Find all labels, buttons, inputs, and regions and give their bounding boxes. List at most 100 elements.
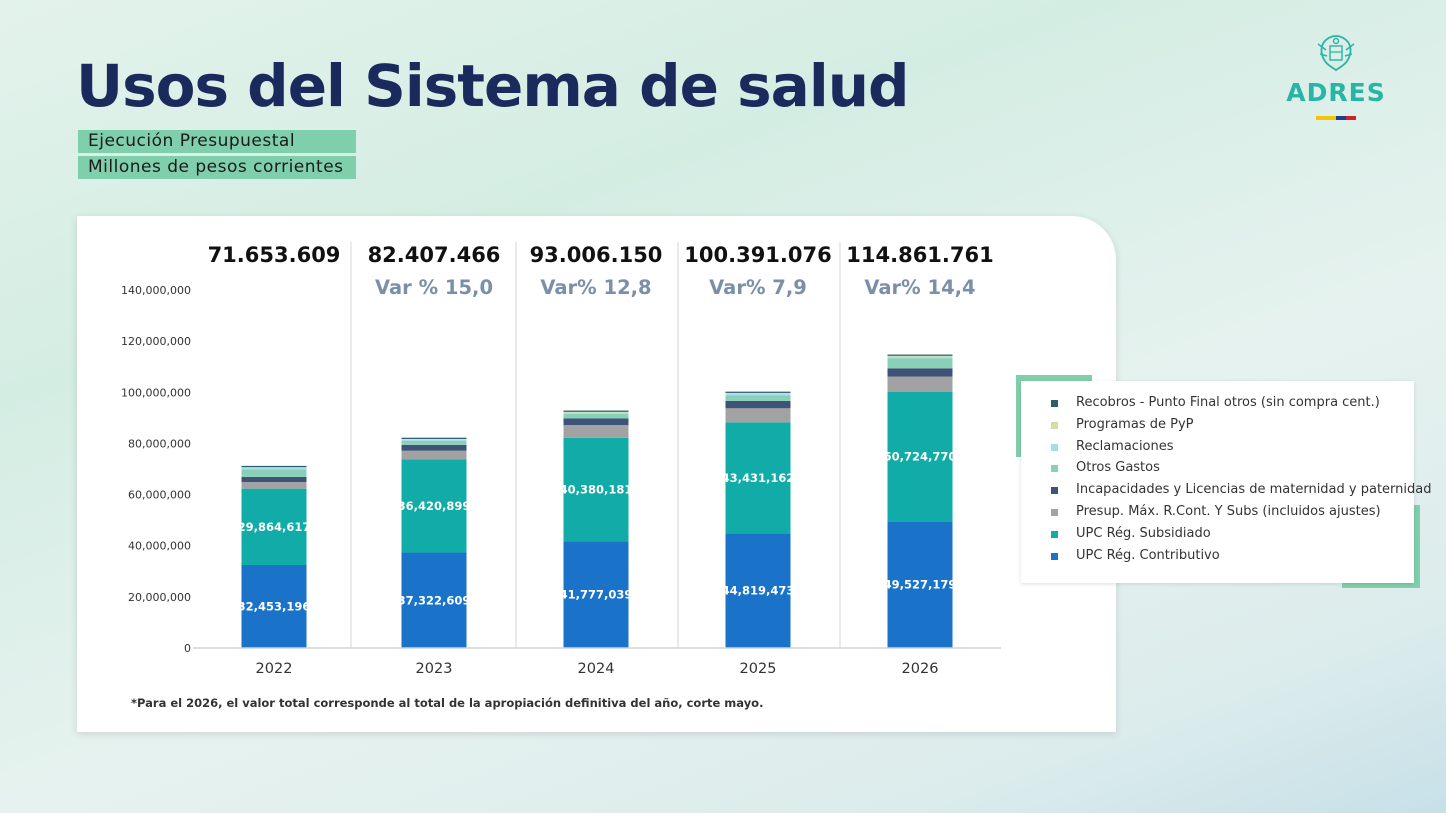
subtitle-units: Millones de pesos corrientes (78, 156, 356, 179)
adres-logo: ADRES (1280, 30, 1392, 122)
bar-segment (887, 356, 953, 359)
y-tick-label: 120,000,000 (121, 335, 191, 348)
x-tick-label: 2022 (256, 661, 293, 677)
legend-frame-bottom-right (1342, 505, 1420, 588)
annual-variation: Var% 7,9 (709, 276, 807, 299)
logo-text: ADRES (1286, 78, 1386, 107)
y-tick-label: 80,000,000 (128, 437, 191, 450)
data-label: 44,819,473 (722, 584, 795, 598)
bar-segment (887, 368, 953, 377)
bar-segment (401, 459, 467, 553)
bar-segment (725, 391, 791, 393)
bar-segment (401, 450, 467, 460)
bar-segment (725, 395, 791, 401)
legend-swatch (1051, 421, 1058, 429)
data-label: 37,322,609 (398, 593, 471, 607)
y-tick-label: 0 (184, 642, 191, 655)
x-tick-label: 2026 (902, 661, 939, 677)
annual-variation: Var% 14,4 (864, 276, 975, 299)
data-label: 43,431,162 (722, 471, 795, 485)
legend-swatch (1051, 465, 1058, 473)
bar-segment (887, 521, 953, 648)
chart-card: 0 20,000,000 40,000,000 60,000,000 80,000,00… (77, 216, 1116, 732)
y-tick-label: 100,000,000 (121, 386, 191, 399)
x-tick-label: 2024 (578, 661, 615, 677)
annual-total: 82.407.466 (368, 243, 501, 267)
legend-label: UPC Rég. Contributivo (1076, 547, 1220, 563)
y-tick-label: 40,000,000 (128, 540, 191, 553)
bar-segment (887, 376, 953, 392)
bar-segment (725, 422, 791, 534)
bar-segment (241, 565, 307, 648)
bar-segment (401, 437, 467, 439)
bar-segment (563, 418, 629, 426)
subtitle-budget-execution: Ejecución Presupuestal (78, 130, 356, 153)
page-title: Usos del Sistema de salud (76, 52, 910, 120)
bar-segment (241, 467, 307, 468)
legend-label: Reclamaciones (1076, 438, 1174, 454)
bar-segment (563, 425, 629, 438)
bar-segment (401, 444, 467, 451)
legend-item: Otros Gastos (1021, 460, 1414, 482)
legend-item: Incapacidades y Licencias de maternidad … (1021, 482, 1432, 504)
legend-label: Programas de PyP (1076, 416, 1194, 432)
data-label: 40,380,181 (560, 483, 633, 497)
bar-segment (241, 465, 307, 468)
legend-label: Incapacidades y Licencias de maternidad … (1076, 482, 1432, 498)
bar-segment (241, 467, 307, 470)
legend-swatch (1051, 530, 1058, 538)
x-tick-label: 2025 (740, 661, 777, 677)
data-label: 29,864,617 (238, 520, 311, 534)
legend-swatch (1051, 487, 1058, 495)
legend-label: Otros Gastos (1076, 460, 1160, 476)
legend-item: UPC Rég. Contributivo (1021, 548, 1414, 570)
bar-segment (401, 441, 467, 445)
bar-segment (563, 411, 629, 413)
bar-segment (563, 437, 629, 542)
bar-segment (563, 413, 629, 419)
bar-segment (725, 393, 791, 396)
y-tick-label: 20,000,000 (128, 591, 191, 604)
bar-segment (401, 438, 467, 440)
bar-segment (725, 400, 791, 409)
data-label: 49,527,179 (884, 578, 957, 592)
legend-item: Recobros - Punto Final otros (sin compra… (1021, 395, 1414, 417)
bar-segment (401, 552, 467, 648)
legend-item: Programas de PyP (1021, 417, 1414, 439)
coat-of-arms-icon (1317, 35, 1355, 72)
bar-segment (887, 358, 953, 369)
annual-total: 71.653.609 (208, 243, 341, 267)
bar-segment (725, 533, 791, 648)
bar-segment (887, 355, 953, 357)
x-tick-label: 2023 (416, 661, 453, 677)
legend-swatch (1051, 443, 1058, 451)
legend-swatch (1051, 508, 1058, 516)
chart-legend: Recobros - Punto Final otros (sin compra… (1021, 381, 1432, 583)
legend-item: Reclamaciones (1021, 439, 1414, 461)
data-label: 50,724,770 (884, 449, 957, 463)
bar-segment (887, 354, 953, 356)
bar-segment (725, 392, 791, 394)
bar-segment (401, 439, 467, 442)
y-tick-label: 140,000,000 (121, 284, 191, 297)
annual-total: 114.861.761 (846, 243, 993, 267)
data-label: 41,777,039 (560, 588, 633, 602)
annual-total: 100.391.076 (684, 243, 831, 267)
data-label: 36,420,899 (398, 499, 471, 513)
bar-segment (563, 412, 629, 414)
annual-total: 93.006.150 (530, 243, 663, 267)
y-tick-label: 60,000,000 (128, 489, 191, 502)
annual-variation: Var% 12,8 (540, 276, 651, 299)
legend-label: Recobros - Punto Final otros (sin compra… (1076, 395, 1380, 410)
bar-segment (725, 408, 791, 423)
bar-segment (563, 541, 629, 648)
bar-segment (887, 391, 953, 522)
stacked-bar-chart: 0 20,000,000 40,000,000 60,000,000 80,000,00… (121, 242, 1001, 677)
legend-item: Presup. Máx. R.Cont. Y Subs (incluidos a… (1021, 504, 1414, 526)
bar-segment (241, 481, 307, 489)
legend-frame-top-left (1016, 375, 1092, 457)
legend-swatch (1051, 552, 1058, 560)
footnote: *Para el 2026, el valor total correspond… (131, 696, 764, 710)
annual-variation: Var % 15,0 (375, 276, 493, 299)
legend-label: UPC Rég. Subsidiado (1076, 525, 1211, 541)
